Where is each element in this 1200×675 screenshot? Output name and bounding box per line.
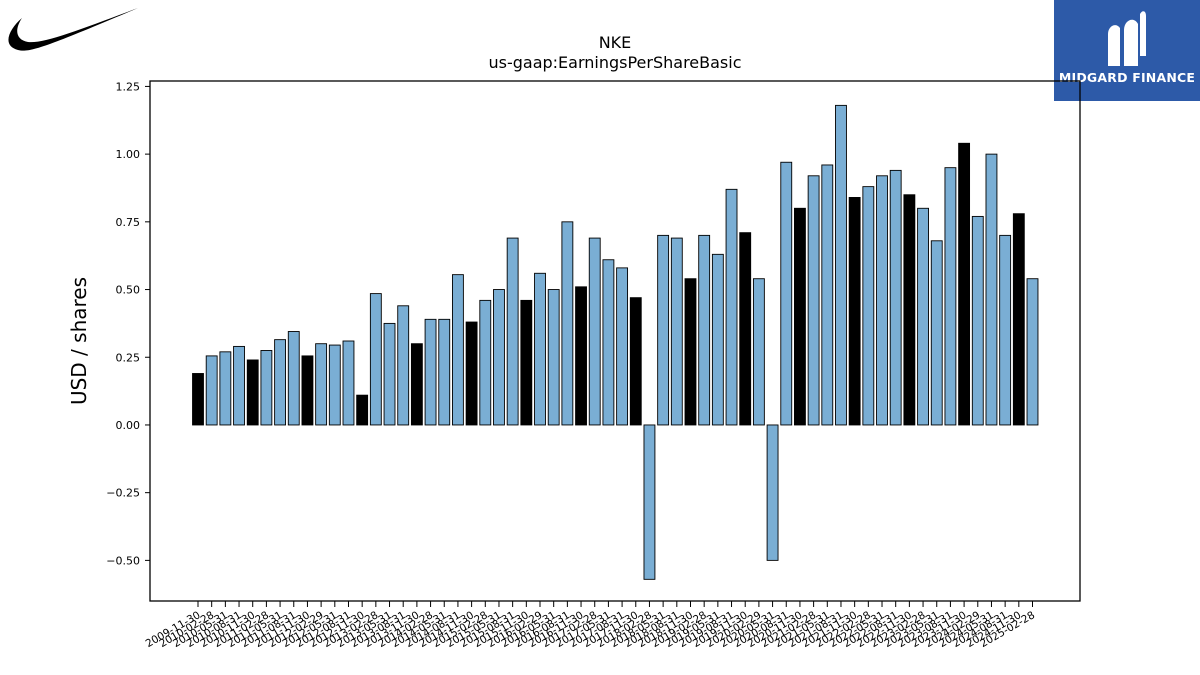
bar-2019-08-31	[725, 188, 738, 426]
bar-2015-05-31	[493, 289, 505, 426]
bar-2021-11-30	[848, 197, 861, 426]
bar-2022-02-28	[862, 186, 875, 426]
chart-title: NKE	[599, 33, 632, 52]
bar-2012-11-30	[356, 394, 369, 426]
bar-2019-11-30	[739, 232, 752, 426]
bar-2018-11-30	[684, 278, 697, 426]
bar-2020-11-30	[794, 207, 806, 426]
y-tick-label: 1.25	[116, 80, 141, 93]
bar-2023-02-28	[917, 207, 929, 426]
bar-2022-08-31	[889, 169, 902, 426]
bar-2010-11-30	[246, 359, 259, 426]
bar-2014-05-31	[438, 318, 451, 426]
y-axis: −0.50 −0.25 0.00 0.25 0.50 0.75 1.00 1.25	[106, 80, 150, 567]
bar-2011-11-30	[301, 355, 314, 426]
bars	[192, 104, 1039, 580]
y-tick-label: 0.00	[116, 419, 141, 432]
midgard-finance-logo: MIDGARD FINANCE	[1054, 0, 1200, 101]
bar-2021-02-28	[807, 175, 820, 426]
bar-2010-08-31	[233, 345, 245, 426]
chart-subtitle: us-gaap:EarningsPerShareBasic	[488, 53, 741, 72]
bar-2017-05-31	[602, 259, 615, 426]
bar-2014-11-30	[465, 321, 478, 426]
bar-2014-02-28	[424, 318, 437, 426]
bar-2019-02-28	[698, 234, 711, 426]
bar-2013-11-30	[410, 343, 423, 426]
y-tick-label: 0.75	[116, 216, 141, 229]
bar-2014-08-31	[452, 274, 464, 426]
bar-2013-08-31	[397, 305, 410, 426]
bar-2015-08-31	[506, 237, 519, 426]
bar-2023-11-30	[958, 142, 971, 426]
bar-2015-11-30	[520, 299, 533, 426]
bar-2017-08-31	[616, 267, 629, 426]
bar-2011-02-28	[260, 350, 273, 426]
bar-2023-05-31	[930, 240, 943, 426]
bar-2011-08-31	[287, 331, 300, 426]
bar-2009-11-30	[192, 373, 204, 426]
bar-2024-11-30	[1012, 213, 1025, 426]
bar-2022-05-31	[876, 175, 888, 426]
bar-2024-08-31	[999, 234, 1012, 426]
bar-2016-08-31	[561, 221, 574, 426]
brand-name: MIDGARD FINANCE	[1058, 70, 1196, 85]
bar-2010-02-28	[205, 355, 218, 426]
bar-2019-05-31	[711, 253, 724, 426]
x-axis: 2009-11-302010-02-282010-05-312010-08-31…	[144, 601, 1037, 650]
bar-2020-02-29	[752, 278, 765, 426]
bar-2021-05-31	[821, 164, 834, 426]
midgard-m-icon	[1108, 11, 1146, 67]
bar-2021-08-31	[835, 104, 847, 426]
bar-2018-02-28	[643, 424, 656, 580]
bar-2020-05-31	[766, 424, 779, 561]
y-tick-label: 1.00	[116, 148, 141, 161]
bar-2024-05-31	[985, 153, 998, 426]
bar-2012-05-31	[328, 344, 341, 426]
bar-2025-02-28	[1026, 278, 1039, 426]
bar-2016-02-29	[534, 272, 546, 426]
bar-2017-02-28	[588, 237, 601, 426]
bar-2013-05-31	[383, 322, 396, 426]
bar-2010-05-31	[219, 351, 232, 426]
bar-2011-05-31	[274, 339, 286, 426]
y-axis-label: USD / shares	[67, 277, 91, 405]
y-tick-label: 0.50	[116, 284, 141, 297]
y-tick-label: −0.50	[106, 554, 140, 567]
bar-2012-02-29	[315, 343, 328, 426]
y-tick-label: 0.25	[116, 351, 141, 364]
bar-2024-02-29	[971, 215, 984, 426]
bar-2012-08-31	[342, 340, 355, 426]
bar-2018-08-31	[670, 237, 683, 426]
bar-2016-05-31	[547, 289, 560, 426]
bar-2013-02-28	[369, 293, 382, 426]
bar-2017-11-30	[629, 297, 642, 426]
swoosh-logo-icon	[4, 4, 140, 56]
y-tick-label: −0.25	[106, 487, 140, 500]
bar-2016-11-30	[575, 286, 587, 426]
plot-frame	[149, 80, 1081, 602]
bar-2020-08-31	[780, 161, 793, 426]
bar-2018-05-31	[657, 234, 670, 426]
bar-2015-02-28	[479, 299, 492, 426]
bar-2023-08-31	[944, 167, 957, 426]
bar-2022-11-30	[903, 194, 916, 426]
